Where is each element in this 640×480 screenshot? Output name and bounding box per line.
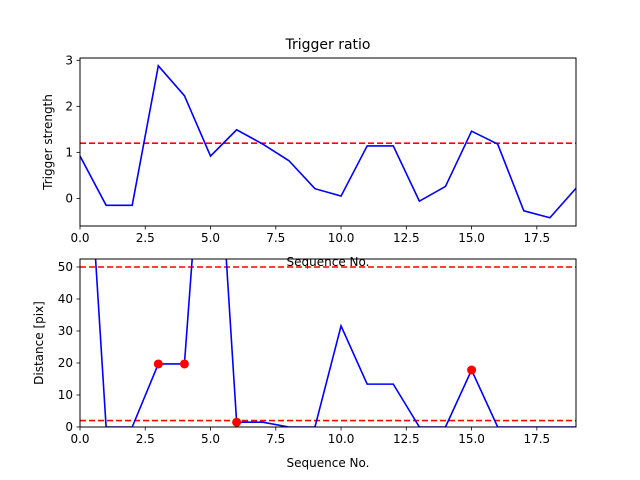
bottom-xtick-label: 7.5: [266, 432, 285, 446]
top-xtick-label: 5.0: [201, 231, 220, 245]
bottom-ytick-label: 50: [58, 260, 73, 274]
bottom-marker-3: [467, 365, 477, 375]
bottom-markers: [153, 359, 477, 427]
bottom-xlabel: Sequence No.: [287, 456, 370, 470]
bottom-xtick-label: 5.0: [201, 432, 220, 446]
top-ylabel: Trigger strength: [41, 94, 55, 191]
bottom-marker-1: [179, 359, 189, 369]
bottom-marker-2: [232, 417, 242, 427]
top-xtick-label: 17.5: [523, 231, 550, 245]
bottom-marker-0: [153, 359, 163, 369]
top-xtick-label: 7.5: [266, 231, 285, 245]
bottom-plot-area: [80, 259, 576, 427]
bottom-ytick-label: 40: [58, 292, 73, 306]
bottom-xtick-label: 15.0: [458, 432, 485, 446]
bottom-ytick-label: 30: [58, 324, 73, 338]
top-x-ticks: 0.0 2.5 5.0 7.5 10.0 12.5 15.0 17.5: [70, 226, 550, 245]
top-xtick-label: 0.0: [70, 231, 89, 245]
top-series-line: [80, 64, 576, 219]
top-y-ticks: 0 1 2 3: [65, 53, 80, 205]
bottom-xtick-label: 10.0: [328, 432, 355, 446]
top-ytick-label: 3: [65, 53, 73, 67]
bottom-panel: 0.0 2.5 5.0 7.5 10.0 12.5 15.0 17.5 0 10 20 30 40 50…: [32, 258, 577, 470]
bottom-ytick-label: 20: [58, 356, 73, 370]
top-xtick-label: 10.0: [328, 231, 355, 245]
bottom-xtick-label: 17.5: [523, 432, 550, 446]
bottom-y-ticks: 0 10 20 30 40 50: [58, 260, 80, 434]
top-xtick-label: 15.0: [458, 231, 485, 245]
top-ytick-label: 0: [65, 191, 73, 205]
bottom-xtick-label: 2.5: [136, 432, 155, 446]
bottom-ytick-label: 10: [58, 388, 73, 402]
bottom-xtick-label: 12.5: [393, 432, 420, 446]
top-xtick-label: 2.5: [136, 231, 155, 245]
top-title: Trigger ratio: [284, 37, 370, 53]
top-xtick-label: 12.5: [393, 231, 420, 245]
top-plot-area: [80, 64, 576, 219]
top-panel: Trigger ratio 0.0 2.5 5.0 7.5 10.0 12.5 15.0 17…: [41, 37, 577, 269]
bottom-ylabel: Distance [pix]: [32, 301, 46, 385]
top-ytick-label: 1: [65, 145, 73, 159]
bottom-ytick-label: 0: [65, 420, 73, 434]
top-ytick-label: 2: [65, 99, 73, 113]
top-axes-frame: [79, 57, 577, 227]
bottom-xtick-label: 0.0: [70, 432, 89, 446]
bottom-x-ticks: 0.0 2.5 5.0 7.5 10.0 12.5 15.0 17.5: [70, 427, 550, 446]
bottom-axes-frame: [79, 258, 577, 428]
